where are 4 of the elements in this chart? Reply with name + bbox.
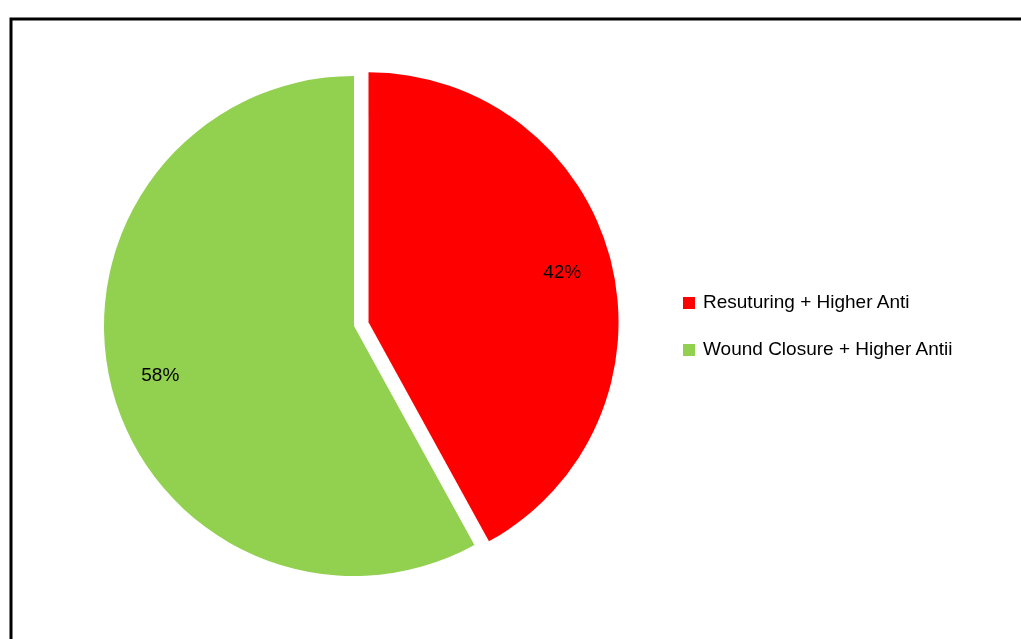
data-label: 58% (141, 363, 180, 385)
data-label: 42% (543, 260, 582, 282)
legend-label: Wound Closure + Higher Antii (703, 338, 953, 360)
legend-label: Resuturing + Higher Anti (703, 291, 910, 313)
